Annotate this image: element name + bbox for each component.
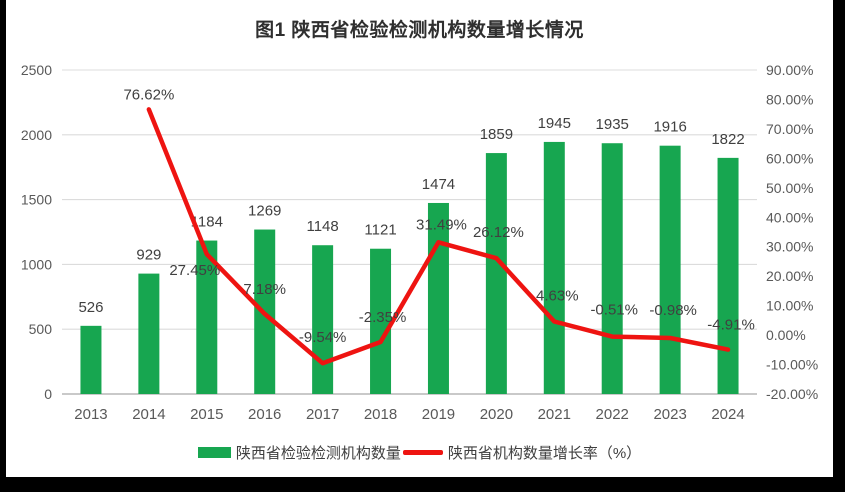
bar-2023 [659, 145, 681, 394]
left-axis-tick-label: 1000 [21, 256, 52, 272]
bar-value-label: 929 [136, 247, 161, 264]
left-axis-tick-label: 1500 [21, 192, 52, 208]
growth-rate-label: 27.45% [169, 262, 220, 279]
bar-value-label: 1269 [248, 203, 281, 220]
right-axis-tick-label: -10.00% [766, 357, 818, 373]
x-axis-label: 2022 [596, 406, 629, 423]
x-axis-label: 2016 [248, 406, 281, 423]
left-axis-tick-label: 500 [29, 321, 53, 337]
bar-2013 [80, 325, 102, 394]
x-axis-label: 2023 [653, 406, 686, 423]
bar-value-label: 1916 [653, 119, 686, 136]
bar-2017 [312, 245, 334, 394]
legend-label-bar-series: 陕西省检验检测机构数量 [235, 445, 401, 462]
right-axis-tick-label: 90.00% [766, 62, 813, 78]
bar-2024 [717, 157, 739, 394]
x-axis-label: 2017 [306, 406, 339, 423]
growth-rate-label: 7.18% [243, 281, 286, 298]
bar-value-label: 1859 [480, 126, 513, 143]
left-axis-tick-label: 2000 [21, 127, 52, 143]
bar-value-label: 1474 [422, 176, 455, 193]
bar-2021 [543, 141, 565, 394]
right-axis-tick-label: 50.00% [766, 180, 813, 196]
right-axis-tick-label: 70.00% [766, 121, 813, 137]
growth-rate-label: 76.62% [123, 86, 174, 103]
right-axis-tick-label: -20.00% [766, 386, 818, 402]
bar-value-label: 1148 [306, 218, 338, 235]
x-axis-label: 2014 [132, 406, 165, 423]
left-axis-tick-label: 0 [44, 386, 52, 402]
x-axis-label: 2015 [190, 406, 223, 423]
growth-rate-label: -0.98% [649, 302, 697, 319]
legend-label-line-series: 陕西省机构数量增长率（%） [447, 445, 642, 462]
legend-item-bar-series: 陕西省检验检测机构数量 [197, 442, 401, 463]
right-axis-tick-label: 30.00% [766, 239, 813, 255]
growth-rate-label: -0.51% [590, 302, 638, 319]
bar-2020 [485, 153, 507, 394]
window-edge-bottom [0, 477, 845, 492]
bar-2015 [196, 240, 218, 394]
window-edge-right [833, 0, 845, 492]
growth-rate-label: 4.63% [536, 287, 579, 304]
bar-value-label: 1184 [191, 214, 223, 231]
bar-2014 [138, 273, 160, 394]
bar-value-label: 1121 [364, 222, 396, 239]
growth-rate-label: -9.54% [299, 329, 347, 346]
bar-value-label: 1822 [711, 131, 744, 148]
chart-title: 图1 陕西省检验检测机构数量增长情况 [255, 20, 584, 41]
x-axis-label: 2013 [74, 406, 107, 423]
right-axis-tick-label: 40.00% [766, 209, 813, 225]
right-axis-tick-label: 80.00% [766, 91, 813, 107]
x-axis-label: 2021 [538, 406, 571, 423]
x-axis-label: 2020 [480, 406, 513, 423]
right-axis-tick-label: 10.00% [766, 298, 813, 314]
legend-item-line-series: 陕西省机构数量增长率（%） [402, 442, 642, 463]
bar-value-label: 1945 [538, 115, 571, 132]
left-axis-tick-label: 2500 [21, 62, 52, 78]
window-edge-left [0, 0, 6, 492]
line-series-swatch-icon [402, 450, 443, 455]
chart-legend: 陕西省检验检测机构数量 陕西省机构数量增长率（%） [6, 442, 833, 463]
growth-rate-label: 26.12% [473, 224, 524, 241]
x-axis-label: 2019 [422, 406, 455, 423]
bar-value-label: 526 [78, 299, 103, 316]
bar-value-label: 1935 [596, 116, 629, 133]
x-axis-label: 2018 [364, 406, 397, 423]
bar-series-swatch-icon [197, 447, 231, 458]
right-axis-tick-label: 20.00% [766, 268, 813, 284]
x-axis-label: 2024 [711, 406, 744, 423]
growth-rate-label: -4.91% [707, 317, 755, 334]
growth-rate-line [146, 107, 731, 366]
growth-rate-label: -2.35% [359, 309, 407, 326]
right-axis-tick-label: 60.00% [766, 150, 813, 166]
right-axis-tick-label: 0.00% [766, 327, 806, 343]
bar-2022 [601, 143, 623, 394]
bar-2018 [370, 248, 392, 394]
growth-rate-label: 31.49% [416, 216, 467, 233]
